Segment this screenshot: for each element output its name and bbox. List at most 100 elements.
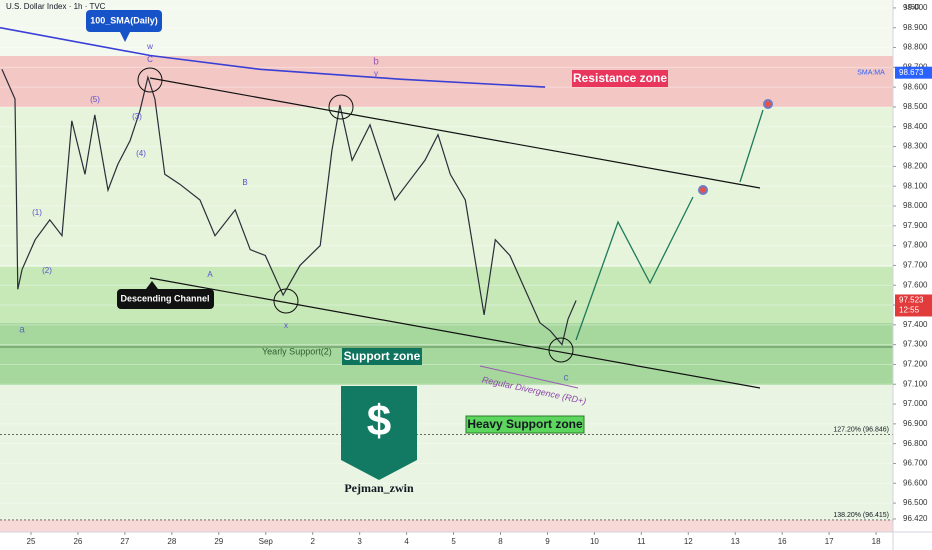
currency: USD — [905, 4, 920, 11]
y-tick-label: 97.200 — [903, 360, 928, 369]
target — [763, 99, 773, 109]
divergence-line — [479, 365, 579, 389]
resistance-label: Resistance zone — [573, 71, 667, 85]
logo-box — [341, 386, 417, 460]
wave-label: x — [284, 321, 288, 330]
y-tick-label: 96.900 — [903, 419, 928, 428]
x-tick-label: 10 — [590, 537, 599, 546]
target — [698, 185, 708, 195]
pivot-circle — [137, 67, 163, 93]
zone — [0, 107, 893, 267]
projection-path — [739, 109, 764, 183]
label-box — [572, 70, 668, 87]
wave-label: y — [374, 69, 378, 78]
pointer — [120, 32, 130, 42]
price-line — [1, 69, 577, 346]
wave-label: C — [147, 55, 153, 64]
y-tick-label: 96.600 — [903, 478, 928, 487]
x-tick-label: 3 — [357, 537, 362, 546]
sma-legend: SMA:MA — [857, 70, 885, 77]
y-tick-label: 98.400 — [903, 122, 928, 131]
x-tick-label: 9 — [545, 537, 550, 546]
label-box — [342, 348, 422, 365]
y-tick-label: 96.420 — [903, 514, 928, 523]
x-tick-label: 2 — [310, 537, 315, 546]
x-tick-label: 18 — [872, 537, 881, 546]
wave-label: b — [373, 57, 379, 68]
x-tick-label: 12 — [684, 537, 693, 546]
channel-label: Descending Channel — [120, 293, 209, 303]
x-tick-label: 5 — [451, 537, 456, 546]
zone — [0, 520, 893, 532]
wave-label: A — [207, 270, 213, 279]
x-tick-label: 4 — [404, 537, 409, 546]
y-tick-label: 98.900 — [903, 23, 928, 32]
y-tick-label: 96.800 — [903, 439, 928, 448]
x-tick-label: 16 — [778, 537, 787, 546]
y-tick-label: 98.000 — [903, 201, 928, 210]
label-box — [117, 289, 214, 309]
x-tick-label: 25 — [27, 537, 36, 546]
y-tick-label: 96.500 — [903, 498, 928, 507]
pivot-circle — [328, 94, 354, 120]
author: Pejman_zwin — [344, 481, 414, 495]
y-tick-label: 97.100 — [903, 379, 928, 388]
y-tick-label: 99.000 — [903, 3, 928, 12]
logo-text: $ — [367, 397, 391, 446]
support-label: Support zone — [344, 349, 421, 363]
y-tick-label: 97.600 — [903, 280, 928, 289]
y-tick-label: 98.600 — [903, 82, 928, 91]
y-tick-label: 97.700 — [903, 261, 928, 270]
wave-label: w — [146, 42, 153, 51]
pivot-circle — [273, 288, 299, 314]
channel-line — [149, 77, 761, 189]
sma-price: 98.673 — [899, 68, 924, 77]
wave-label: (3) — [132, 112, 142, 121]
wave-label: a — [19, 325, 25, 336]
channel-line — [149, 277, 761, 389]
y-tick-label: 98.100 — [903, 181, 928, 190]
y-tick-label: 98.800 — [903, 43, 928, 52]
wave-label: (2) — [42, 266, 52, 275]
x-tick-label: 29 — [214, 537, 223, 546]
support-band — [0, 323, 893, 385]
heavy-support-label: Heavy Support zone — [467, 417, 583, 431]
sma-label: 100_SMA(Daily) — [90, 15, 158, 25]
y-tick-label: 97.300 — [903, 340, 928, 349]
y-tick-label: 97.800 — [903, 241, 928, 250]
sma-price-box — [895, 66, 932, 79]
wave-label: (1) — [32, 208, 42, 217]
y-tick-label: 98.300 — [903, 142, 928, 151]
wave-label: c — [564, 373, 569, 384]
fib-label: 127.20% (96.846) — [833, 426, 889, 433]
wave-label: (4) — [136, 149, 146, 158]
y-tick-label: 98.500 — [903, 102, 928, 111]
pointer — [146, 281, 158, 289]
last-price: 97.523 — [899, 296, 924, 305]
countdown: 12:55 — [899, 306, 920, 315]
x-tick-label: 27 — [120, 537, 129, 546]
x-tick-label: 13 — [731, 537, 740, 546]
x-tick-label: 11 — [637, 537, 646, 546]
label-box — [465, 415, 585, 434]
x-tick-label: 26 — [73, 537, 82, 546]
pivot-circle — [548, 337, 574, 363]
y-tick-label: 97.900 — [903, 221, 928, 230]
label-box — [86, 10, 162, 32]
y-tick-label: 97.400 — [903, 320, 928, 329]
yearly-support-label: Yearly Support(2) — [262, 346, 332, 356]
y-tick-label: 98.200 — [903, 161, 928, 170]
x-tick-label: Sep — [259, 537, 274, 546]
wave-label: B — [242, 178, 247, 187]
wave-label: (5) — [90, 95, 100, 104]
zone — [0, 385, 893, 520]
x-tick-label: 28 — [167, 537, 176, 546]
projection-path — [575, 196, 694, 341]
x-tick-label: 8 — [498, 537, 503, 546]
logo-tail — [341, 460, 417, 480]
x-tick-label: 17 — [825, 537, 834, 546]
sma-line — [0, 26, 546, 88]
y-tick-label: 97.000 — [903, 399, 928, 408]
last-price-box — [895, 294, 932, 317]
